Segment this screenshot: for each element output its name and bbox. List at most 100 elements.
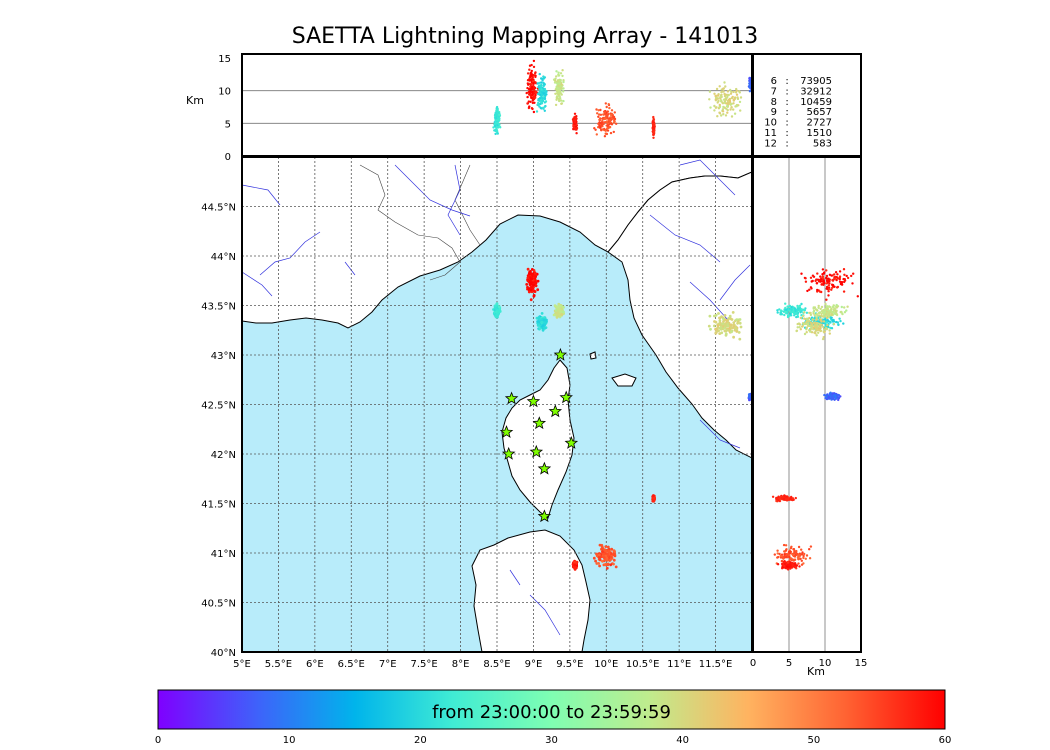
right-source-point (804, 280, 808, 283)
right-source-point (827, 313, 830, 316)
right-source-point (823, 330, 826, 333)
right-source-point (797, 305, 800, 308)
top-source-point (560, 102, 563, 106)
right-source-point (837, 323, 840, 327)
right-source-point (826, 323, 829, 327)
right-source-point (824, 302, 827, 306)
station-star-icon (564, 435, 579, 449)
top-source-point (652, 115, 655, 119)
right-source-point (829, 391, 832, 394)
right-source-point (814, 308, 818, 311)
right-source-point (825, 321, 828, 324)
right-source-point (842, 268, 846, 271)
top-y-tick-label: 5 (225, 119, 231, 130)
top-source-point (495, 118, 498, 122)
sardinia (471, 529, 591, 652)
top-source-point (609, 131, 613, 135)
map-source-point (724, 324, 728, 328)
map-source-point (708, 314, 712, 318)
map-source-point (722, 317, 725, 321)
top-source-point (562, 99, 565, 103)
right-source-point (806, 324, 810, 328)
right-source-point (833, 285, 836, 288)
stat-station: 10 (764, 118, 777, 129)
top-source-point (530, 107, 534, 110)
right-altitude-panel: 0 5 10 15 Km (750, 157, 867, 678)
top-source-point (575, 115, 578, 118)
top-source-point (541, 99, 545, 103)
top-y-tick-label: 0 (225, 152, 231, 163)
right-source-point (810, 287, 813, 290)
top-source-point (726, 90, 730, 93)
right-source-point (831, 283, 835, 287)
top-source-point (652, 131, 656, 134)
right-source-point (776, 309, 779, 312)
map-y-tick-label: 42°N (211, 450, 236, 461)
top-source-point (730, 102, 733, 106)
map-source-point (526, 279, 530, 282)
top-source-point (724, 114, 728, 117)
top-source-point (530, 88, 533, 91)
right-source-point (810, 322, 813, 325)
top-source-point (536, 82, 539, 85)
right-source-point (810, 326, 813, 329)
top-source-point (726, 94, 729, 97)
map-source-point (527, 287, 531, 291)
top-source-point (530, 63, 533, 67)
right-source-point (825, 316, 829, 320)
right-source-point (784, 302, 787, 305)
top-source-point (557, 71, 560, 74)
right-source-point (835, 305, 838, 308)
map-source-point (605, 557, 609, 560)
top-source-point (540, 83, 543, 87)
right-source-point (809, 276, 813, 279)
top-source-point (561, 69, 564, 72)
map-source-point (729, 323, 733, 327)
right-source-point (833, 307, 837, 311)
right-source-point (819, 275, 822, 278)
top-source-point (535, 110, 539, 113)
top-source-point (729, 88, 732, 92)
top-source-point (575, 132, 578, 135)
map-source-point (543, 323, 547, 326)
top-source-point (498, 125, 501, 128)
top-source-point (556, 86, 559, 90)
top-source-point (708, 90, 712, 93)
right-source-point (809, 545, 813, 548)
right-source-point (804, 277, 807, 280)
top-source-point (528, 90, 532, 93)
map-source-point (717, 312, 720, 315)
map-source-point (496, 312, 500, 315)
station-star-icon (529, 444, 544, 458)
right-source-point (800, 548, 803, 551)
right-source-point (803, 552, 806, 556)
right-source-point (785, 498, 789, 501)
right-source-point (843, 279, 847, 282)
right-source-point (811, 279, 814, 283)
top-source-point (554, 79, 557, 82)
right-source-point (819, 319, 822, 322)
right-source-point (831, 318, 835, 322)
right-source-point (791, 498, 794, 502)
right-source-point (825, 327, 828, 330)
top-source-point (733, 96, 737, 99)
top-source-point (555, 75, 558, 78)
right-source-point (817, 304, 820, 308)
right-source-point (781, 556, 784, 559)
stat-separator: : (785, 128, 788, 139)
top-source-point (722, 105, 725, 109)
top-source-point (598, 121, 601, 124)
right-source-point (791, 558, 794, 561)
top-source-point (534, 75, 537, 79)
right-source-point (776, 552, 779, 555)
map-source-point (496, 308, 500, 312)
right-source-point (815, 282, 819, 285)
top-source-point (726, 99, 730, 103)
stat-separator: : (785, 107, 788, 118)
right-source-point (787, 553, 790, 556)
map-source-point (495, 302, 499, 306)
right-source-point (796, 308, 799, 312)
map-source-point (713, 314, 716, 318)
map-source-point (527, 290, 531, 294)
top-source-point (606, 114, 609, 118)
